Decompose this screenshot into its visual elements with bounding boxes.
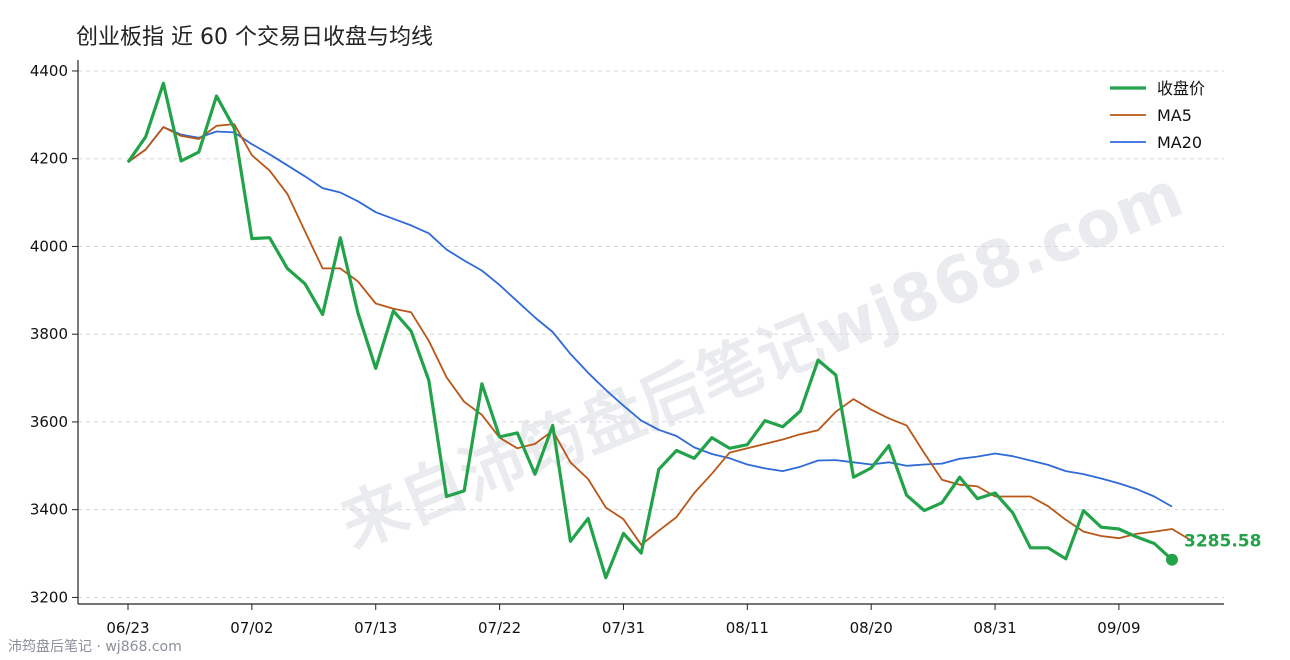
last-close-label: 3285.58: [1184, 532, 1261, 552]
y-tick-label: 3200: [30, 588, 68, 606]
gridlines: [78, 70, 1224, 598]
y-tick-label: 4200: [30, 150, 68, 168]
series-line-ma5: [127, 123, 1191, 546]
x-tick-label: 07/02: [230, 619, 273, 637]
chart-title: 创业板指 近 60 个交易日收盘与均线: [76, 25, 433, 50]
x-tick-label: 08/11: [726, 619, 769, 637]
y-tick-label: 3800: [30, 325, 68, 343]
x-axis-ticks: 06/23 07/02 07/13 07/22 07/31 08/11 08/20 08/31…: [106, 604, 1141, 637]
legend-label: 收盘价: [1157, 79, 1205, 98]
y-tick-label: 3400: [30, 501, 68, 519]
watermark: 来自沛筠盘后笔记wj868.com: [331, 158, 1193, 564]
last-close-point: [1166, 553, 1178, 566]
x-tick-label: 08/31: [973, 619, 1016, 637]
x-tick-label: 08/20: [850, 619, 893, 637]
y-axis-ticks: 3200 3400 3600 3800 4000 4200 4400: [30, 62, 78, 606]
series-line-ma20: [127, 126, 1173, 508]
y-tick-label: 4400: [30, 62, 68, 80]
y-tick-label: 4000: [30, 237, 68, 255]
legend: 收盘价 MA5 MA20: [1110, 79, 1205, 152]
legend-label: MA20: [1157, 133, 1202, 152]
x-tick-label: 07/22: [478, 619, 521, 637]
y-tick-label: 3600: [30, 413, 68, 431]
x-tick-label: 06/23: [106, 619, 149, 637]
x-tick-label: 09/09: [1097, 619, 1140, 637]
footer-credit: 沛筠盘后笔记 · wj868.com: [8, 639, 182, 655]
legend-label: MA5: [1157, 106, 1192, 125]
x-tick-label: 07/31: [602, 619, 645, 637]
x-tick-label: 07/13: [354, 619, 397, 637]
series-lines: [126, 81, 1191, 580]
end-marker: 3285.58: [1166, 532, 1261, 566]
axes: [77, 60, 1224, 605]
series-line-close: [126, 81, 1174, 580]
